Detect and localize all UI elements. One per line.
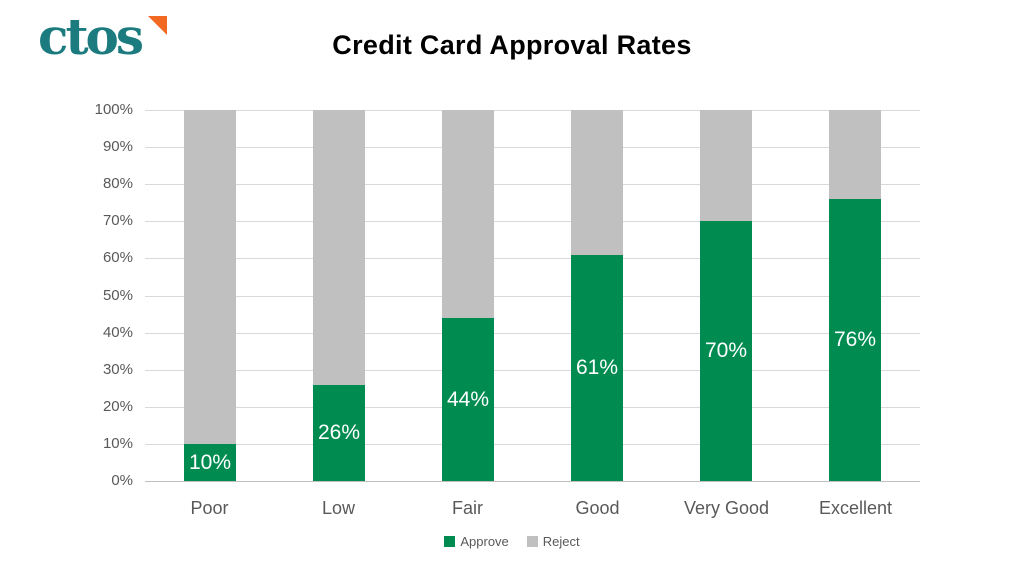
bar-segment-reject bbox=[829, 110, 881, 199]
gridline bbox=[145, 296, 920, 297]
bar-data-label: 76% bbox=[833, 328, 877, 351]
bar-segment-reject bbox=[184, 110, 236, 444]
chart-title: Credit Card Approval Rates bbox=[332, 30, 692, 60]
bar-segment-reject bbox=[313, 110, 365, 385]
y-axis-label: 10% bbox=[102, 435, 133, 452]
y-axis-label: 80% bbox=[102, 175, 133, 192]
gridline bbox=[145, 333, 920, 334]
legend-item-approve: Approve bbox=[444, 534, 509, 549]
legend-item-reject: Reject bbox=[526, 534, 580, 549]
y-axis-label: 60% bbox=[102, 249, 133, 266]
bar-segment-approve bbox=[442, 318, 494, 481]
gridline bbox=[145, 444, 920, 445]
legend: Approve Reject bbox=[0, 534, 1024, 549]
bar-segment-reject bbox=[571, 110, 623, 255]
bar-segment-approve bbox=[700, 221, 752, 481]
legend-marker-approve bbox=[444, 536, 456, 547]
gridline bbox=[145, 184, 920, 185]
x-axis-line bbox=[145, 481, 920, 482]
bar-data-label: 44% bbox=[446, 388, 490, 411]
bar-segment-approve bbox=[313, 385, 365, 481]
gridline bbox=[145, 407, 920, 408]
legend-label-reject: Reject bbox=[542, 534, 580, 549]
x-axis-label: Low bbox=[321, 498, 356, 518]
y-axis-label: 30% bbox=[102, 361, 133, 378]
bar-data-label: 26% bbox=[317, 421, 361, 444]
x-axis-label: Good bbox=[575, 498, 620, 518]
gridline bbox=[145, 221, 920, 222]
y-axis-label: 40% bbox=[102, 324, 133, 341]
bar-segment-approve bbox=[829, 199, 881, 481]
bar-data-label: 70% bbox=[704, 339, 748, 362]
x-axis-label: Very Good bbox=[683, 498, 770, 518]
bar-segment-reject bbox=[442, 110, 494, 318]
ctos-logo-text: ctos bbox=[38, 7, 144, 66]
x-axis-label: Poor bbox=[190, 498, 229, 518]
bar-segment-reject bbox=[700, 110, 752, 221]
bar-segment-approve bbox=[571, 255, 623, 481]
y-axis-label: 100% bbox=[94, 101, 133, 118]
bar-data-label: 10% bbox=[188, 451, 232, 474]
y-axis-label: 0% bbox=[111, 472, 133, 489]
legend-label-approve: Approve bbox=[460, 534, 509, 549]
gridline bbox=[145, 110, 920, 111]
bar-segment-approve bbox=[184, 444, 236, 481]
x-axis-label: Fair bbox=[452, 498, 483, 518]
x-axis-label: Excellent bbox=[818, 498, 893, 518]
legend-marker-reject bbox=[526, 536, 538, 547]
plot-area: 10% 26% 44% 61% 70% 76% bbox=[145, 110, 920, 482]
gridline bbox=[145, 370, 920, 371]
bar-data-label: 61% bbox=[575, 356, 619, 379]
y-axis-label: 20% bbox=[102, 398, 133, 415]
y-axis-label: 50% bbox=[102, 287, 133, 304]
y-axis-label: 90% bbox=[102, 138, 133, 155]
ctos-logo: ctos bbox=[38, 6, 183, 70]
gridline bbox=[145, 147, 920, 148]
y-axis-label: 70% bbox=[102, 212, 133, 229]
gridline bbox=[145, 258, 920, 259]
